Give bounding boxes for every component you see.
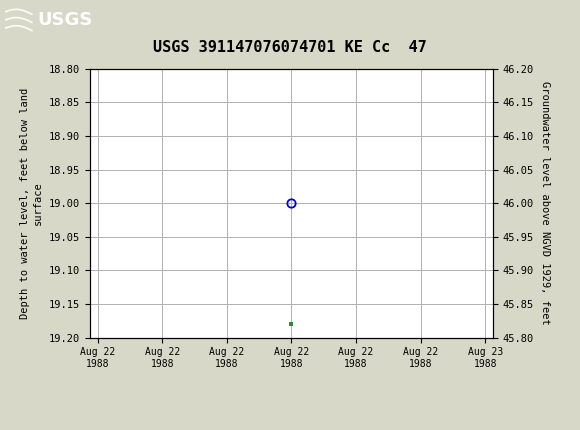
Text: USGS 391147076074701 KE Cc  47: USGS 391147076074701 KE Cc 47 [153,40,427,55]
Y-axis label: Depth to water level, feet below land
surface: Depth to water level, feet below land su… [20,88,44,319]
Text: USGS: USGS [38,11,93,29]
Y-axis label: Groundwater level above NGVD 1929, feet: Groundwater level above NGVD 1929, feet [539,81,549,325]
